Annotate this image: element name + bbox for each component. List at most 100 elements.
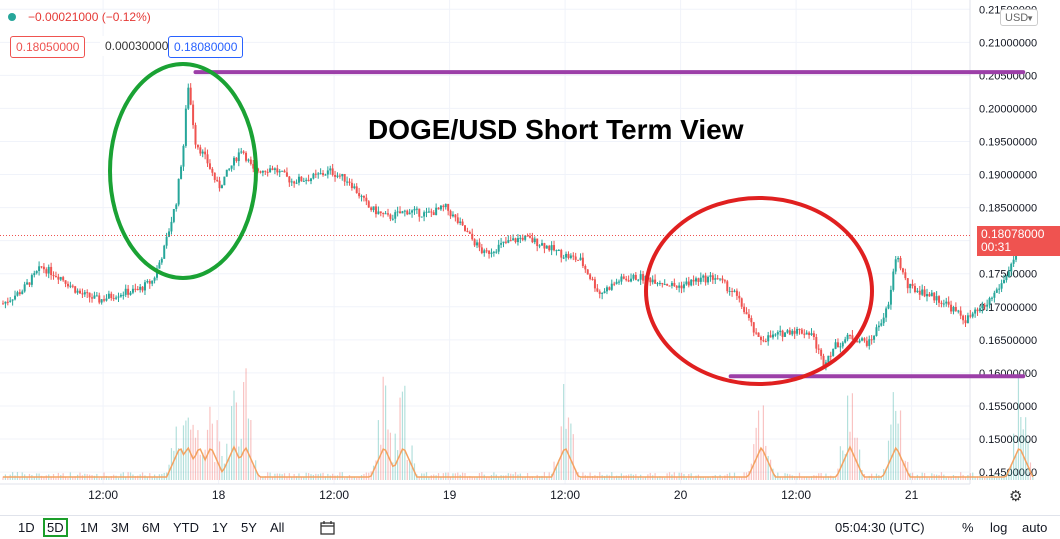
candle-body — [350, 182, 353, 189]
candle-body — [127, 288, 130, 295]
candle-body — [468, 232, 471, 234]
candle-body — [158, 262, 161, 269]
timeframe-all[interactable]: All — [270, 520, 285, 535]
candle-body — [990, 297, 993, 299]
candle-body — [993, 292, 996, 298]
last-price-value: 0.18078000 — [981, 227, 1045, 241]
candle-body — [98, 295, 101, 303]
candle-body — [639, 274, 642, 280]
timeframe-5d[interactable]: 5D — [43, 518, 68, 537]
candle-body — [675, 286, 678, 288]
gear-icon[interactable]: ⚙ — [1009, 488, 1023, 505]
candle-body — [952, 306, 955, 312]
candle-body — [387, 213, 389, 215]
candle-body — [569, 255, 572, 258]
candle-body — [776, 332, 779, 335]
candle-body — [887, 304, 890, 309]
candle-body — [516, 238, 519, 243]
time-tick-label: 19 — [443, 488, 457, 502]
candle-body — [305, 179, 308, 181]
candle-body — [223, 176, 226, 186]
candle-body — [257, 168, 260, 172]
price-tick-label: 0.16500000 — [979, 335, 1037, 347]
candle-body — [6, 301, 9, 303]
currency-select[interactable]: USD ▼ — [1000, 9, 1038, 26]
percent-toggle[interactable]: % — [962, 520, 974, 535]
candle-body — [384, 213, 387, 215]
candle-body — [242, 151, 245, 153]
candle-body — [281, 170, 284, 172]
candle-body — [4, 301, 7, 304]
candle-body — [605, 287, 608, 292]
price-chart[interactable]: 0.215000000.210000000.205000000.20000000… — [0, 0, 1060, 515]
candle-body — [374, 206, 377, 215]
candle-body — [543, 243, 546, 249]
sell-button[interactable]: 0.18050000 — [10, 36, 86, 58]
candle-body — [849, 334, 851, 336]
candle-body — [38, 266, 41, 271]
candle-body — [495, 251, 498, 253]
chevron-down-icon: ▼ — [1026, 14, 1034, 23]
candle-body — [714, 278, 717, 280]
timeframe-3m[interactable]: 3M — [111, 520, 130, 535]
candle-body — [978, 308, 981, 312]
candle-body — [762, 340, 765, 342]
candle-body — [485, 250, 488, 252]
candle-body — [784, 332, 787, 337]
candle-body — [966, 315, 969, 324]
timeframe-ytd[interactable]: YTD — [173, 520, 199, 535]
timeframe-6m[interactable]: 6M — [142, 520, 161, 535]
candle-body — [271, 168, 274, 170]
candle-body — [601, 292, 604, 294]
candle-body — [247, 159, 250, 161]
candle-body — [168, 231, 171, 237]
candle-body — [442, 205, 445, 208]
candle-body — [420, 216, 423, 218]
candle-body — [579, 257, 582, 261]
candle-body — [726, 281, 729, 292]
candle-body — [447, 203, 450, 211]
candle-body — [618, 281, 620, 283]
candle-body — [557, 250, 560, 252]
candle-body — [103, 299, 106, 301]
candle-body — [324, 174, 327, 176]
candle-body — [172, 209, 175, 222]
volume-ma-line — [3, 445, 1034, 478]
candle-body — [959, 310, 962, 316]
candle-body — [196, 144, 199, 148]
candle-body — [764, 341, 767, 343]
candle-body — [129, 292, 132, 295]
candle-body — [897, 258, 900, 260]
candle-body — [30, 275, 33, 285]
candle-body — [148, 280, 151, 284]
candle-body — [829, 355, 832, 357]
log-toggle[interactable]: log — [990, 520, 1008, 535]
buy-button[interactable]: 0.18080000 — [168, 36, 244, 58]
candle-body — [206, 154, 209, 164]
candle-body — [117, 296, 120, 298]
timeframe-1y[interactable]: 1Y — [212, 520, 228, 535]
candle-body — [269, 168, 272, 173]
candle-body — [160, 258, 163, 263]
timeframe-1d[interactable]: 1D — [18, 520, 35, 535]
candle-body — [329, 168, 332, 171]
candle-body — [1005, 276, 1008, 281]
candle-body — [35, 270, 38, 274]
date-range-icon[interactable] — [320, 521, 336, 535]
candle-body — [177, 178, 180, 205]
price-tick-label: 0.17000000 — [979, 302, 1037, 314]
candle-body — [875, 327, 878, 336]
timeframe-5y[interactable]: 5Y — [241, 520, 257, 535]
candle-body — [728, 290, 731, 292]
candle-body — [341, 174, 344, 177]
auto-toggle[interactable]: auto — [1022, 520, 1048, 535]
candle-body — [245, 152, 248, 161]
candle-body — [880, 323, 883, 326]
candle-body — [933, 292, 936, 301]
candle-body — [21, 291, 24, 295]
timeframe-1m[interactable]: 1M — [80, 520, 99, 535]
candle-body — [687, 281, 690, 286]
candle-body — [524, 235, 527, 240]
candle-body — [942, 303, 945, 305]
time-tick-label: 12:00 — [550, 488, 580, 502]
